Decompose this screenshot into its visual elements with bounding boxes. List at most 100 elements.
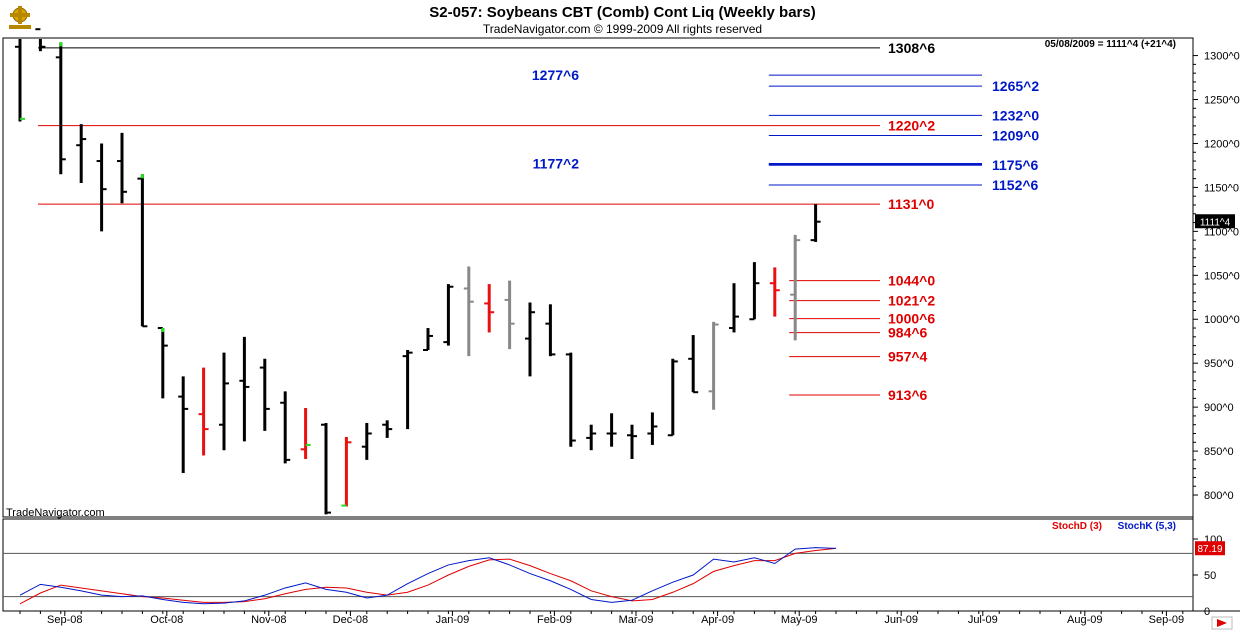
x-tick-label: Jan-09 — [436, 614, 470, 626]
price-bar — [35, 28, 46, 52]
price-bar — [443, 284, 454, 346]
stochastic-pane — [2, 518, 1194, 612]
price-bar — [55, 42, 66, 175]
osc-value-tag-label: 87.19 — [1197, 544, 1222, 555]
chart-title: S2-057: Soybeans CBT (Comb) Cont Liq (We… — [429, 4, 816, 21]
price-bar — [463, 266, 474, 357]
x-tick-label: Sep-09 — [1149, 614, 1184, 626]
price-pane — [2, 37, 1194, 518]
price-bar — [545, 304, 556, 357]
osc-tick-label: 50 — [1204, 570, 1216, 582]
price-bar — [565, 352, 576, 447]
chart-copyright: TradeNavigator.com © 1999-2009 All right… — [482, 22, 763, 36]
price-bar — [96, 143, 107, 232]
level-label: 1175^6 — [992, 157, 1039, 173]
price-bar — [76, 124, 87, 184]
level-label: 1131^0 — [888, 196, 935, 212]
price-bar — [361, 422, 372, 460]
price-bar — [382, 420, 393, 438]
stochk-line — [19, 547, 837, 605]
level-label: 1220^2 — [888, 118, 935, 134]
price-bar — [157, 327, 168, 399]
y-tick-label: 950^0 — [1204, 358, 1234, 370]
y-tick-label: 1250^0 — [1204, 95, 1240, 107]
price-bar — [259, 358, 270, 431]
price-bar — [606, 413, 617, 447]
price-bar — [810, 204, 821, 242]
x-tick-label: Apr-09 — [701, 614, 734, 626]
price-bar — [525, 302, 535, 377]
price-bar — [688, 335, 699, 394]
price-bar — [647, 412, 658, 445]
price-bar — [790, 234, 801, 341]
price-bar — [280, 391, 291, 464]
y-tick-label: 1150^0 — [1204, 182, 1239, 194]
x-tick-label: Dec-08 — [333, 614, 368, 626]
price-bar — [321, 422, 331, 515]
x-tick-label: Mar-09 — [619, 614, 654, 626]
y-tick-label: 1000^0 — [1204, 314, 1240, 326]
stochd-line — [19, 547, 837, 605]
date-value-readout: 05/08/2009 = 1111^4 (+21^4) — [1045, 39, 1176, 50]
level-label: 1232^0 — [992, 107, 1039, 123]
x-tick-label: Sep-08 — [47, 614, 82, 626]
osc-value-tag — [1195, 541, 1225, 556]
price-bar — [627, 424, 637, 459]
level-label: 1000^6 — [888, 311, 935, 327]
level-label: 984^6 — [888, 325, 928, 341]
y-tick-label: 800^0 — [1204, 490, 1234, 502]
price-bar — [708, 321, 719, 410]
last-price-tag — [1195, 214, 1235, 229]
y-tick-label: 1200^0 — [1204, 138, 1240, 150]
level-label: 913^6 — [888, 387, 928, 403]
watermark-label: TradeNavigator.com — [6, 507, 105, 519]
x-tick-label: Jun-09 — [884, 614, 918, 626]
price-bar — [198, 367, 209, 456]
level-label: 1021^2 — [888, 293, 935, 309]
level-label: 1265^2 — [992, 78, 1039, 94]
trade-navigator-logo-icon — [9, 6, 31, 29]
price-bar — [178, 376, 189, 474]
level-label: 1044^0 — [888, 273, 935, 289]
level-label: 1308^6 — [888, 40, 935, 56]
price-bar — [769, 267, 780, 317]
scroll-right-arrow-icon — [1217, 619, 1227, 627]
last-price-tag-label: 1111^4 — [1200, 217, 1231, 228]
price-bar — [504, 280, 515, 350]
y-tick-label: 1100^0 — [1204, 226, 1239, 238]
y-tick-label: 1300^0 — [1204, 51, 1240, 63]
level-label: 1152^6 — [992, 177, 1039, 193]
stochd-legend: StochD (3) — [1052, 521, 1102, 532]
osc-tick-label: 0 — [1204, 606, 1210, 618]
price-bar — [341, 437, 352, 507]
price-bar — [219, 352, 229, 451]
y-tick-label: 1050^0 — [1204, 270, 1240, 282]
y-tick-label: 900^0 — [1204, 402, 1234, 414]
y-tick-label: 850^0 — [1204, 446, 1234, 458]
price-bar — [239, 336, 250, 442]
price-bar — [586, 424, 597, 451]
level-label: 1209^0 — [992, 128, 1039, 144]
x-tick-label: Jul-09 — [968, 614, 998, 626]
price-bar — [15, 39, 25, 122]
x-tick-label: Aug-09 — [1067, 614, 1102, 626]
price-bar — [423, 328, 433, 352]
x-tick-label: Feb-09 — [537, 614, 572, 626]
x-tick-label: Nov-08 — [251, 614, 286, 626]
stochk-legend: StochK (5,3) — [1118, 521, 1176, 532]
level-label: 1177^2 — [533, 155, 580, 171]
price-bar — [749, 262, 760, 321]
price-bar — [300, 408, 311, 459]
level-label: 957^4 — [888, 349, 928, 365]
price-bar — [117, 132, 127, 204]
price-bar — [729, 283, 739, 333]
price-bar — [484, 284, 495, 333]
price-bar — [137, 174, 148, 328]
level-label: 1277^6 — [532, 67, 579, 83]
x-tick-label: Oct-08 — [150, 614, 183, 626]
price-bar — [667, 358, 678, 437]
price-bar — [402, 350, 413, 430]
x-tick-label: May-09 — [781, 614, 818, 626]
